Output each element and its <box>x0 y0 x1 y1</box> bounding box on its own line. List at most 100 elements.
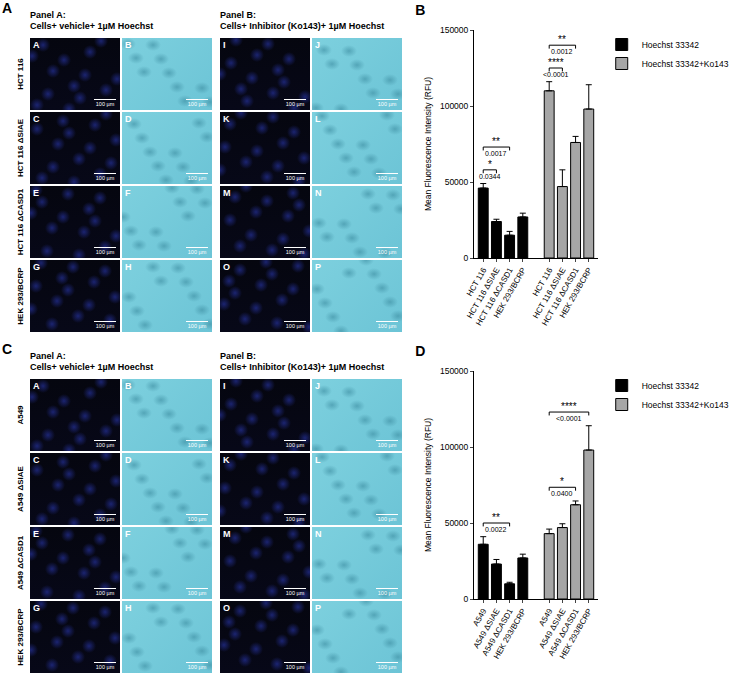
svg-text:<0.0001: <0.0001 <box>543 71 569 78</box>
svg-text:150000: 150000 <box>440 25 469 35</box>
svg-text:Hoechst 33342: Hoechst 33342 <box>642 381 699 391</box>
svg-text:HCT 116 ΔSIAE: HCT 116 ΔSIAE <box>465 266 501 320</box>
svg-text:0.0022: 0.0022 <box>485 526 507 533</box>
svg-text:**: ** <box>492 136 500 147</box>
html-text:100 µm: 100 µm <box>285 175 305 181</box>
html-text:100 µm: 100 µm <box>285 249 305 255</box>
svg-text:****: **** <box>548 57 564 68</box>
html-text:M: M <box>223 188 231 198</box>
svg-text:50000: 50000 <box>445 518 469 528</box>
svg-text:HCT 116: HCT 116 <box>531 266 555 298</box>
html-text:100 µm: 100 µm <box>95 249 115 255</box>
svg-text:A549: A549 <box>537 607 554 628</box>
html-text:C: C <box>33 455 40 465</box>
html-text:L: L <box>315 114 321 124</box>
html-text:A549: A549 <box>15 405 25 425</box>
html-text:H: H <box>125 603 132 613</box>
svg-text:**: ** <box>558 34 566 45</box>
html-text:C: C <box>2 341 13 357</box>
html-text:HCT 116 ΔSIAE: HCT 116 ΔSIAE <box>15 118 25 178</box>
svg-text:*: * <box>560 476 564 487</box>
svg-text:**: ** <box>492 512 500 523</box>
svg-text:100000: 100000 <box>440 442 469 452</box>
svg-text:0.0344: 0.0344 <box>479 173 501 180</box>
html-text:C: C <box>33 114 40 124</box>
svg-text:****: **** <box>561 401 577 412</box>
svg-text:50000: 50000 <box>445 177 469 187</box>
html-text:HCT 116: HCT 116 <box>15 58 25 90</box>
html-text:100 µm: 100 µm <box>187 323 207 329</box>
html-text:O: O <box>223 603 230 613</box>
svg-text:HEK 293/BCRP: HEK 293/BCRP <box>492 266 528 319</box>
html-text:HEK 293/BCRP: HEK 293/BCRP <box>15 608 25 666</box>
svg-text:150000: 150000 <box>440 366 469 376</box>
svg-text:HCT 116: HCT 116 <box>465 266 489 298</box>
svg-text:Hoechst 33342+Ko143: Hoechst 33342+Ko143 <box>642 400 729 410</box>
svg-text:A549 ΔSIAE: A549 ΔSIAE <box>472 607 502 650</box>
svg-text:<0.0001: <0.0001 <box>556 415 582 422</box>
html-text:100 µm: 100 µm <box>187 249 207 255</box>
html-text:B: B <box>125 381 132 391</box>
html-text:Cells+ Inhibitor (Ko143)+ 1µM: Cells+ Inhibitor (Ko143)+ 1µM Hoechst <box>220 362 385 372</box>
html-text:Panel A:: Panel A: <box>30 10 66 20</box>
html-text:Panel B:: Panel B: <box>220 351 256 361</box>
html-text:B: B <box>125 40 132 50</box>
svg-text:A549 ΔCASD1: A549 ΔCASD1 <box>481 607 516 658</box>
html-text:O: O <box>223 262 230 272</box>
svg-text:D: D <box>415 343 425 359</box>
svg-text:0: 0 <box>464 594 469 604</box>
html-text:G: G <box>33 262 40 272</box>
svg-text:HEK 293/BCRP: HEK 293/BCRP <box>558 607 594 660</box>
html-text:D: D <box>125 114 132 124</box>
svg-text:0.0017: 0.0017 <box>485 150 507 157</box>
html-text:N: N <box>315 188 322 198</box>
svg-text:Mean Fluorescence Intensity (R: Mean Fluorescence Intensity (RFU) <box>423 418 433 552</box>
svg-text:HEK 293/BCRP: HEK 293/BCRP <box>558 266 594 319</box>
svg-text:HEK 293/BCRP: HEK 293/BCRP <box>492 607 528 660</box>
html-text:G: G <box>33 603 40 613</box>
svg-text:HCT 116 ΔCASD1: HCT 116 ΔCASD1 <box>474 266 515 328</box>
html-text:K: K <box>223 455 230 465</box>
html-text:100 µm: 100 µm <box>377 175 397 181</box>
html-text:100 µm: 100 µm <box>95 323 115 329</box>
svg-text:0.0400: 0.0400 <box>551 490 573 497</box>
svg-text:0.0012: 0.0012 <box>551 48 573 55</box>
html-text:E: E <box>33 188 39 198</box>
svg-text:Hoechst 33342: Hoechst 33342 <box>642 40 699 50</box>
html-text:N: N <box>315 529 322 539</box>
svg-text:HCT 116 ΔCASD1: HCT 116 ΔCASD1 <box>540 266 581 328</box>
html-text:100 µm: 100 µm <box>95 101 115 107</box>
html-text:K: K <box>223 114 230 124</box>
svg-text:100000: 100000 <box>440 101 469 111</box>
html-text:D: D <box>125 455 132 465</box>
html-text:Cells+ Inhibitor (Ko143)+ 1µM: Cells+ Inhibitor (Ko143)+ 1µM Hoechst <box>220 21 385 31</box>
svg-text:HCT 116 ΔSIAE: HCT 116 ΔSIAE <box>531 266 567 320</box>
html-text:M: M <box>223 529 231 539</box>
svg-text:*: * <box>488 159 492 170</box>
svg-text:A549 ΔCASD1: A549 ΔCASD1 <box>547 607 582 658</box>
html-text:HEK 293/BCRP: HEK 293/BCRP <box>15 267 25 325</box>
svg-text:0: 0 <box>464 253 469 263</box>
html-text:100 µm: 100 µm <box>187 175 207 181</box>
html-text:A: A <box>2 0 13 16</box>
html-text:F: F <box>125 188 131 198</box>
html-text:A: A <box>33 381 40 391</box>
svg-text:Hoechst 33342+Ko143: Hoechst 33342+Ko143 <box>642 59 729 69</box>
svg-text:B: B <box>415 2 425 18</box>
html-text:A549 ΔCASD1: A549 ΔCASD1 <box>15 535 25 591</box>
html-text:100 µm: 100 µm <box>95 175 115 181</box>
html-text:Panel A:: Panel A: <box>30 351 66 361</box>
svg-text:A549: A549 <box>471 607 488 628</box>
html-text:H: H <box>125 262 132 272</box>
html-text:Panel B:: Panel B: <box>220 10 256 20</box>
html-text:A549 ΔSIAE: A549 ΔSIAE <box>15 466 25 512</box>
html-text:100 µm: 100 µm <box>187 101 207 107</box>
html-text:100 µm: 100 µm <box>285 101 305 107</box>
html-text:HCT 116 ΔCASD1: HCT 116 ΔCASD1 <box>15 188 25 256</box>
html-text:Cells+ vehicle+ 1µM Hoechst: Cells+ vehicle+ 1µM Hoechst <box>30 362 154 372</box>
svg-text:A549 ΔSIAE: A549 ΔSIAE <box>538 607 568 650</box>
svg-text:Mean Fluorescence Intensity (R: Mean Fluorescence Intensity (RFU) <box>423 77 433 211</box>
html-text:100 µm: 100 µm <box>377 101 397 107</box>
html-text:Cells+ vehicle+ 1µM Hoechst: Cells+ vehicle+ 1µM Hoechst <box>30 21 154 31</box>
html-text:A: A <box>33 40 40 50</box>
